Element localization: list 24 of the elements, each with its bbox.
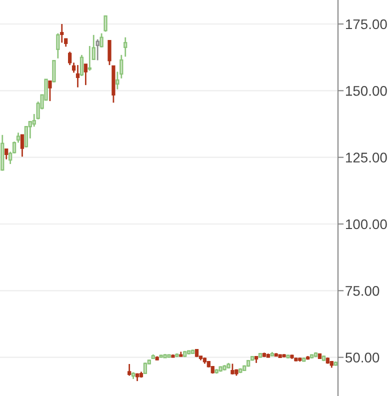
y-tick-label: 75.00: [346, 286, 380, 296]
candlestick: [56, 32, 60, 60]
candlestick: [4, 148, 8, 160]
candlestick: [104, 15, 108, 32]
y-tick-label: 150.00: [346, 86, 387, 96]
candlestick: [52, 59, 56, 84]
candlestick: [80, 54, 84, 77]
y-tick-label: 50.00: [346, 352, 380, 363]
candlestick: [48, 80, 52, 102]
candlestick: [20, 134, 24, 158]
y-tick-label: 125.00: [346, 152, 387, 163]
y-tick-label: 175.00: [346, 19, 387, 30]
candlestick: [96, 38, 100, 61]
candlestick: [88, 45, 92, 72]
candlestick: [230, 363, 234, 376]
candlestick: [84, 64, 88, 86]
candlestick: [128, 363, 132, 376]
candlestick: [108, 40, 112, 66]
candlestick: [76, 64, 80, 88]
candlestick: [100, 32, 104, 48]
y-tick-label: 100.00: [346, 219, 387, 230]
candlestick: [60, 23, 64, 44]
candlestick: [124, 36, 128, 58]
candlestick: [24, 125, 28, 148]
